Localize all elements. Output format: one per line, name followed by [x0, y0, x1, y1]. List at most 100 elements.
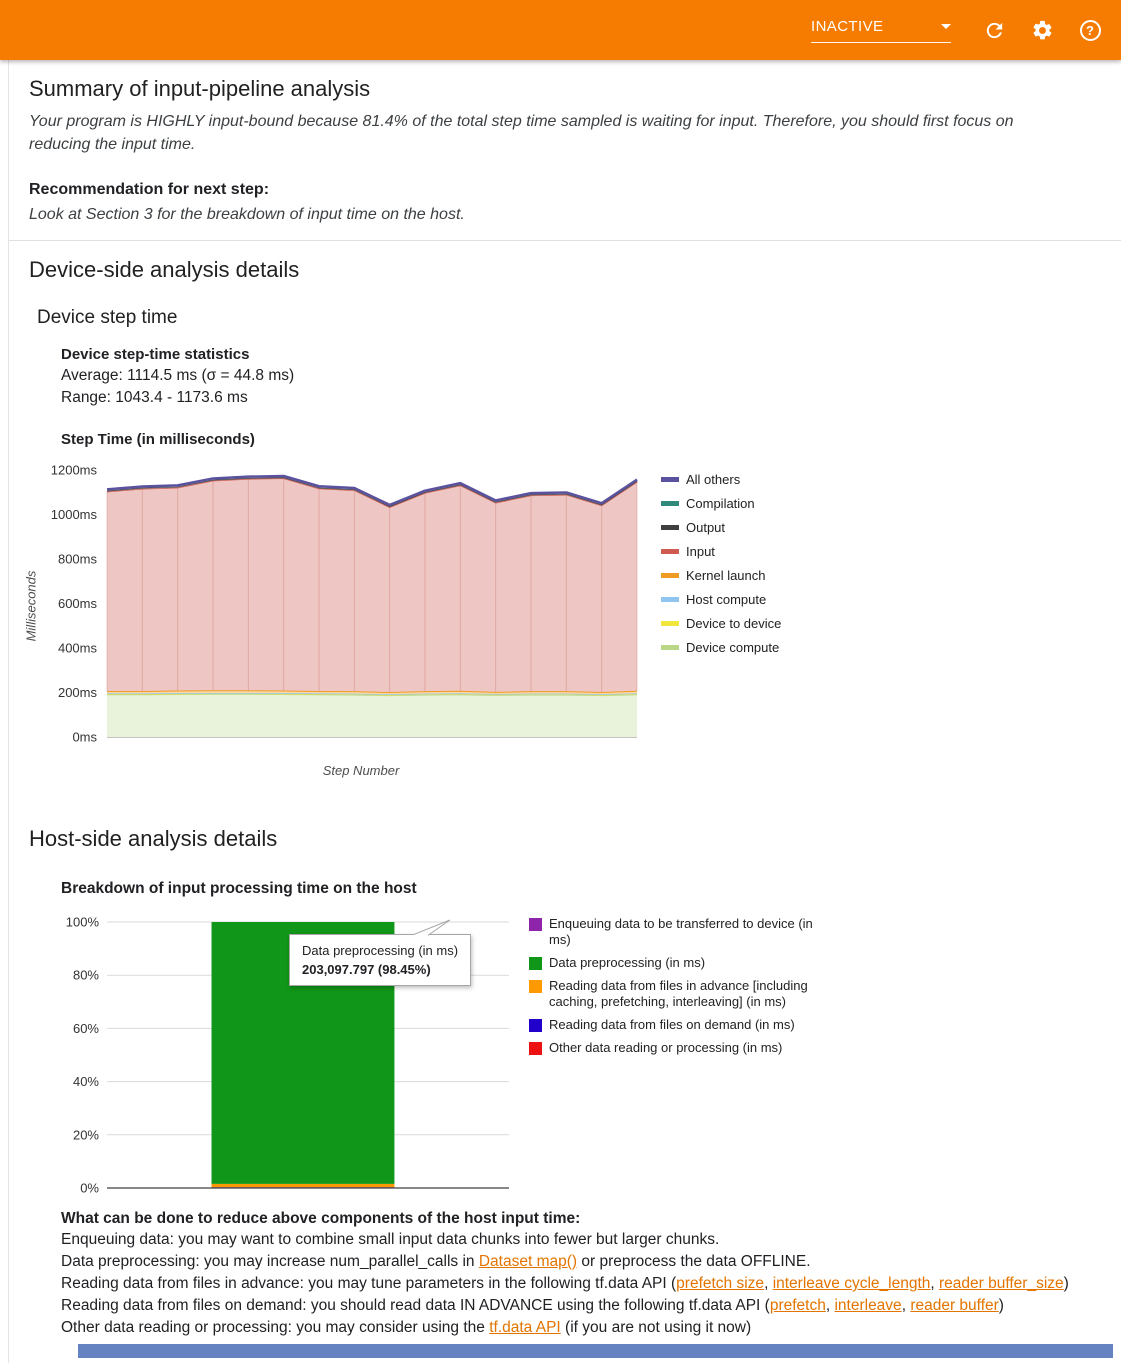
- host-chart-row: 0% 20% 40% 60% 80% 100% Data preprocessing (i…: [61, 910, 1121, 1205]
- legend-item: Device to device: [661, 616, 781, 632]
- recommendation-text: Look at Section 3 for the breakdown of i…: [29, 206, 465, 223]
- legend-label: Input: [686, 544, 715, 559]
- gear-icon: [1033, 20, 1051, 39]
- legend-item: Kernel launch: [661, 568, 781, 584]
- svg-text:0%: 0%: [80, 1181, 99, 1196]
- device-chart-row: Milliseconds 0ms 200ms 400ms 600ms 800ms 1000…: [21, 456, 1121, 779]
- legend-item: Reading data from files on demand (in ms…: [529, 1017, 835, 1033]
- advice-link[interactable]: interleave cycle_length: [772, 1275, 931, 1292]
- device-section-title: Device-side analysis details: [29, 257, 300, 282]
- next-section-bar: [78, 1344, 1113, 1358]
- svg-text:40%: 40%: [73, 1074, 99, 1089]
- advice-heading: What can be done to reduce above compone…: [61, 1210, 581, 1227]
- stats-range: Range: 1043.4 - 1173.6 ms: [61, 389, 248, 406]
- advice-link[interactable]: Dataset map(): [478, 1253, 578, 1270]
- legend-label: Kernel launch: [686, 568, 766, 583]
- device-analysis-section: Device-side analysis details Device step…: [24, 257, 1121, 778]
- advice-line: Enqueuing data: you may want to combine …: [61, 1231, 720, 1248]
- section-divider: [9, 240, 1121, 241]
- help-glyph: ?: [1086, 22, 1094, 38]
- legend-swatch: [661, 573, 679, 578]
- host-chart-heading: Breakdown of input processing time on th…: [61, 880, 417, 897]
- device-chart-y-axis-title: Milliseconds: [23, 570, 39, 642]
- host-section-title: Host-side analysis details: [29, 826, 278, 851]
- svg-text:80%: 80%: [73, 968, 99, 983]
- legend-label: Compilation: [686, 496, 755, 511]
- svg-text:800ms: 800ms: [58, 552, 98, 567]
- settings-button[interactable]: [1029, 17, 1055, 43]
- legend-label: Device to device: [686, 616, 782, 631]
- device-step-time-subtitle: Device step time: [37, 307, 178, 328]
- svg-text:200ms: 200ms: [58, 685, 98, 700]
- legend-label: Device compute: [686, 640, 780, 655]
- advice-line: Data preprocessing: you may increase num…: [61, 1253, 811, 1270]
- help-button[interactable]: ?: [1077, 17, 1103, 43]
- legend-swatch: [661, 477, 679, 482]
- stats-average: Average: 1114.5 ms (σ = 44.8 ms): [61, 367, 295, 384]
- host-chart-area: 0% 20% 40% 60% 80% 100% Data preprocessing (i…: [61, 910, 513, 1205]
- legend-swatch: [661, 501, 679, 506]
- svg-text:60%: 60%: [73, 1021, 99, 1036]
- svg-text:20%: 20%: [73, 1127, 99, 1142]
- host-advice-block: What can be done to reduce above compone…: [61, 1209, 1071, 1339]
- legend-label: All others: [686, 472, 741, 487]
- tooltip-label: Data preprocessing (in ms): [302, 943, 459, 958]
- app-header: INACTIVE ?: [0, 0, 1121, 60]
- svg-text:1200ms: 1200ms: [51, 463, 98, 478]
- device-step-time-chart[interactable]: 0ms 200ms 400ms 600ms 800ms 1000ms 1200ms: [41, 456, 645, 756]
- run-selector-value: INACTIVE: [811, 17, 884, 35]
- chevron-down-icon: [941, 23, 951, 29]
- legend-item: Device compute: [661, 640, 781, 656]
- tooltip-pointer: [410, 919, 451, 936]
- svg-text:100%: 100%: [66, 915, 100, 930]
- legend-item: Enqueuing data to be transferred to devi…: [529, 916, 835, 948]
- summary-title: Summary of input-pipeline analysis: [29, 76, 371, 101]
- legend-label: Reading data from files in advance [incl…: [549, 978, 808, 1009]
- legend-label: Host compute: [686, 592, 767, 607]
- svg-text:600ms: 600ms: [58, 596, 98, 611]
- legend-swatch: [529, 980, 542, 993]
- recommendation-label: Recommendation for next step:: [29, 181, 270, 198]
- advice-link[interactable]: interleave: [834, 1297, 902, 1314]
- advice-link[interactable]: prefetch: [769, 1297, 826, 1314]
- advice-line: Other data reading or processing: you ma…: [61, 1319, 752, 1336]
- header-controls: INACTIVE ?: [811, 17, 1103, 43]
- legend-swatch: [529, 957, 542, 970]
- legend-item: Other data reading or processing (in ms): [529, 1040, 835, 1056]
- host-analysis-section: Host-side analysis details Breakdown of …: [29, 826, 1121, 1339]
- host-chart-legend: Enqueuing data to be transferred to devi…: [529, 916, 835, 1063]
- svg-text:0ms: 0ms: [72, 730, 97, 745]
- device-chart-area: 0ms 200ms 400ms 600ms 800ms 1000ms 1200ms Step…: [41, 456, 645, 778]
- svg-text:400ms: 400ms: [58, 641, 98, 656]
- advice-line: Reading data from files on demand: you s…: [61, 1297, 1004, 1314]
- legend-swatch: [529, 1042, 542, 1055]
- stats-heading: Device step-time statistics: [61, 346, 250, 363]
- legend-item: Host compute: [661, 592, 781, 608]
- device-chart-legend: All others Compilation Output Input Kernel l…: [661, 472, 781, 664]
- device-chart-x-axis-title: Step Number: [322, 763, 400, 778]
- legend-item: Input: [661, 544, 781, 560]
- advice-link[interactable]: reader buffer: [910, 1297, 999, 1314]
- legend-swatch: [529, 918, 542, 931]
- device-chart-y-axis-title-holder: Milliseconds: [21, 456, 41, 756]
- device-chart-heading: Step Time (in milliseconds): [61, 431, 255, 448]
- legend-swatch: [529, 1019, 542, 1032]
- advice-link[interactable]: prefetch size: [676, 1275, 765, 1292]
- legend-item: Data preprocessing (in ms): [529, 955, 835, 971]
- advice-line: Reading data from files in advance: you …: [61, 1275, 1069, 1292]
- legend-item: All others: [661, 472, 781, 488]
- legend-label: Output: [686, 520, 726, 535]
- legend-label: Other data reading or processing (in ms): [549, 1040, 783, 1055]
- legend-label: Reading data from files on demand (in ms…: [549, 1017, 795, 1032]
- refresh-button[interactable]: [981, 17, 1007, 43]
- device-step-time-stats: Device step-time statistics Average: 111…: [61, 345, 1121, 409]
- legend-label: Enqueuing data to be transferred to devi…: [549, 916, 813, 947]
- summary-conclusion: Your program is HIGHLY input-bound becau…: [29, 113, 1014, 153]
- legend-swatch: [661, 525, 679, 530]
- legend-swatch: [661, 645, 679, 650]
- help-icon: ?: [1079, 19, 1101, 41]
- legend-item: Reading data from files in advance [incl…: [529, 978, 835, 1010]
- run-selector-dropdown[interactable]: INACTIVE: [811, 18, 951, 43]
- advice-link[interactable]: tf.data API: [489, 1319, 561, 1336]
- advice-link[interactable]: reader buffer_size: [939, 1275, 1064, 1292]
